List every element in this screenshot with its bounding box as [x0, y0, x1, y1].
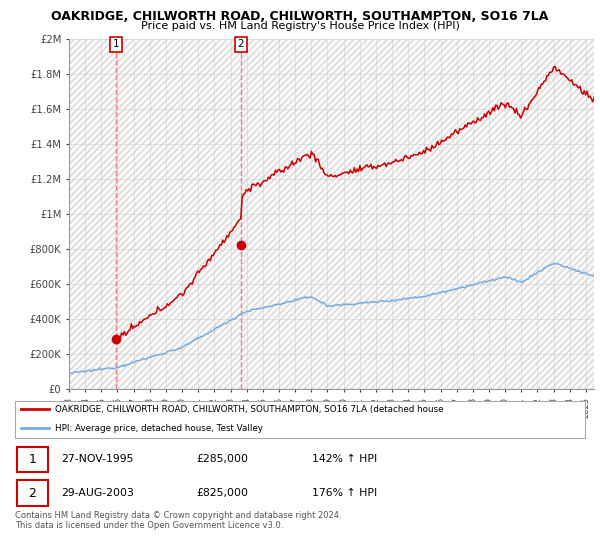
FancyBboxPatch shape	[17, 446, 48, 472]
Text: £825,000: £825,000	[196, 488, 248, 498]
Text: 1: 1	[113, 39, 119, 49]
Text: 2: 2	[238, 39, 244, 49]
Text: 2: 2	[28, 487, 36, 500]
Text: 27-NOV-1995: 27-NOV-1995	[61, 454, 133, 464]
Text: 1: 1	[28, 452, 36, 465]
Text: 29-AUG-2003: 29-AUG-2003	[61, 488, 134, 498]
Text: OAKRIDGE, CHILWORTH ROAD, CHILWORTH, SOUTHAMPTON, SO16 7LA (detached house: OAKRIDGE, CHILWORTH ROAD, CHILWORTH, SOU…	[55, 405, 444, 414]
Text: 142% ↑ HPI: 142% ↑ HPI	[311, 454, 377, 464]
FancyBboxPatch shape	[17, 480, 48, 506]
FancyBboxPatch shape	[15, 401, 585, 438]
Text: Contains HM Land Registry data © Crown copyright and database right 2024.
This d: Contains HM Land Registry data © Crown c…	[15, 511, 341, 530]
Text: HPI: Average price, detached house, Test Valley: HPI: Average price, detached house, Test…	[55, 424, 263, 433]
Text: £285,000: £285,000	[196, 454, 248, 464]
Text: OAKRIDGE, CHILWORTH ROAD, CHILWORTH, SOUTHAMPTON, SO16 7LA: OAKRIDGE, CHILWORTH ROAD, CHILWORTH, SOU…	[52, 10, 548, 23]
Text: 176% ↑ HPI: 176% ↑ HPI	[311, 488, 377, 498]
Text: Price paid vs. HM Land Registry's House Price Index (HPI): Price paid vs. HM Land Registry's House …	[140, 21, 460, 31]
